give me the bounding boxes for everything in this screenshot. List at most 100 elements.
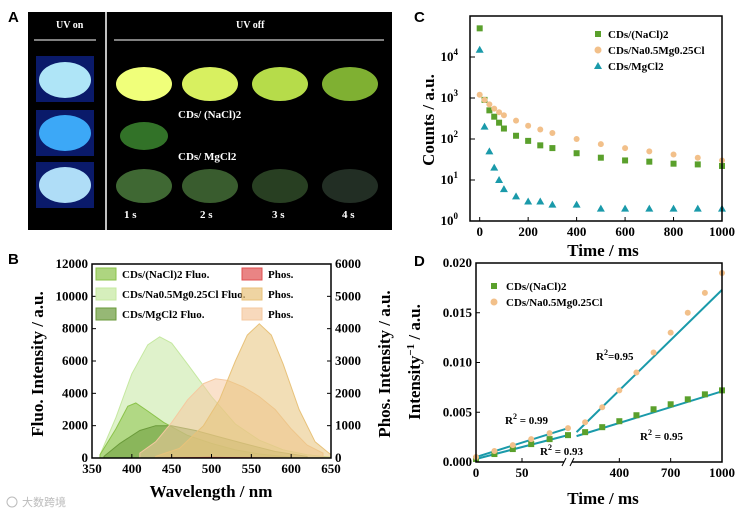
chart-d-point-2-3 [509,442,516,449]
chart-b-y2tick-label-6: 5000 [335,288,361,303]
chart-d-point-2-4 [528,436,535,443]
chart-c-xtick-label-4: 600 [615,224,635,239]
chart-c-xtick-label-2: 200 [518,224,538,239]
chart-c-point-1-12 [597,154,604,161]
chart-c-point-1-7 [513,132,520,139]
chart-b-y2label: Phos. Intensity / a.u. [375,290,394,437]
chart-d-axis-break-mark-1 [561,457,567,467]
chart-b-ylabel: Fluo. Intensity / a.u. [28,291,47,436]
chart-c-ylabel: Counts / a.u. [419,74,438,166]
chart-c-frame [469,15,723,222]
chart-c-point-3-3 [485,147,494,155]
chart-c-point-2-2 [481,96,488,103]
chart-d-fit-label-4: R2 = 0.95 [640,428,683,443]
uv-off-label: UV off [236,20,265,31]
panel-a-label: A [8,9,19,26]
chart-b-y2tick-label-3: 2000 [335,385,361,400]
chart-d-point-2-10 [633,369,640,376]
chart-c-legend-label-2: CDs/Na0.5Mg0.25Cl [608,45,705,57]
chart-c-point-3-8 [524,197,533,205]
chart-b-ytick-label-2: 2000 [62,418,88,433]
chart-d-xtick-label-4: 700 [661,465,681,480]
chart-d-point-2-12 [667,329,674,336]
chart-b-xtick-label-3: 450 [162,461,182,476]
chart-d-ytick-label-5: 0.020 [443,255,472,270]
chart-c-point-1-9 [537,142,544,149]
sample-na-mg-2 [182,67,238,101]
chart-c-point-1-1 [476,25,483,32]
chart-c-ytick-label-5: 104 [441,47,459,64]
chart-c-xtick-label-3: 400 [567,224,587,239]
chart-b-xtick-label-7: 650 [321,461,341,476]
chart-d-ytick-label-1: 0.000 [443,454,472,469]
chart-c-point-2-11 [573,136,580,142]
chart-d-fit-line-1 [475,427,569,458]
chart-d-point-2-2 [491,448,498,455]
chart-d-point-2-8 [599,404,606,411]
chart-d-xtick-label-2: 50 [516,465,529,480]
sample-na-mg-3 [252,67,308,101]
uv-on-label: UV on [56,20,84,31]
chart-b-y2tick-label-2: 1000 [335,418,361,433]
chart-c-point-1-14 [646,158,653,165]
time-label-4: 4 s [342,209,355,221]
chart-d-legend-marker-2 [490,298,498,306]
chart-d-fit-label-1: R2 = 0.99 [505,412,548,427]
chart-d-point-2-13 [684,309,691,316]
chart-d-xlabel: Time / ms [567,489,639,508]
chart-c-point-1-16 [694,161,701,168]
chart-d-point-2-9 [616,387,623,394]
chart-c-point-1-13 [622,157,629,164]
chart-d-xtick-label-5: 1000 [709,465,735,480]
chart-c-point-2-8 [525,122,532,129]
sample-mgcl-2 [182,169,238,203]
chart-c-point-1-3 [486,107,493,114]
chart-c-point-3-9 [536,197,545,205]
chart-d-point-1-8 [599,424,606,431]
time-label-3: 3 s [272,209,285,221]
chart-c-point-2-16 [694,154,701,161]
chart-c-point-3-16 [693,204,702,212]
chart-c-point-2-14 [646,148,653,155]
chart-c-point-1-5 [496,119,503,126]
chart-c-ytick-label-1: 100 [441,211,459,228]
chart-c-ytick-label-3: 102 [441,129,459,146]
chart-c-point-1-11 [573,150,580,157]
chart-c-point-3-15 [669,204,678,212]
chart-c-point-2-5 [496,109,503,116]
chart-c-point-3-11 [572,200,581,208]
sample-mgcl-4 [322,169,378,203]
watermark-icon [6,496,18,508]
chart-b-ytick-label-1: 0 [82,450,89,465]
chart-b-ytick-label-4: 6000 [62,353,88,368]
chart-d-xtick-label-3: 400 [610,465,630,480]
chart-c-xlabel: Time / ms [567,241,639,260]
chart-c-xtick-label-6: 1000 [709,224,735,239]
chart-d-ytick-label-3: 0.010 [443,355,472,370]
chart-c: 0 200 400 600 800 1000 100 101 102 103 104 CDs/(NaC… [441,15,735,239]
chart-b-legend-swatch-1 [95,267,117,281]
chart-b-legend-label-3: CDs/MgCl2 Fluo. [122,309,205,321]
chart-d-point-1-7 [582,429,589,436]
chart-c-point-3-10 [548,200,557,208]
chart-c-point-1-6 [500,125,507,132]
chart-d-point-1-5 [546,436,553,443]
time-label-1: 1 s [124,209,137,221]
chart-d-legend-label-2: CDs/Na0.5Mg0.25Cl [506,297,603,309]
chart-b-xtick-label-6: 600 [281,461,301,476]
watermark-text: 大数跨境 [22,495,66,509]
chart-c-point-2-3 [486,101,493,108]
chart-b-xlabel: Wavelength / nm [150,482,273,501]
chart-c-point-3-7 [512,192,521,200]
chart-d-axis-break-gap [564,459,572,465]
chart-c-point-2-12 [597,141,604,148]
chart-c-point-1-8 [525,137,532,144]
chart-c-point-3-1 [475,45,484,53]
panel-c-label: C [414,9,425,26]
chart-d-point-2-11 [650,349,657,356]
panel-d-label: D [414,253,425,270]
chart-b-area-5 [155,323,332,459]
chart-c-point-1-15 [670,160,677,167]
chart-d-legend-marker-1 [491,283,497,289]
chart-b-legend-swatch-6 [241,307,263,321]
